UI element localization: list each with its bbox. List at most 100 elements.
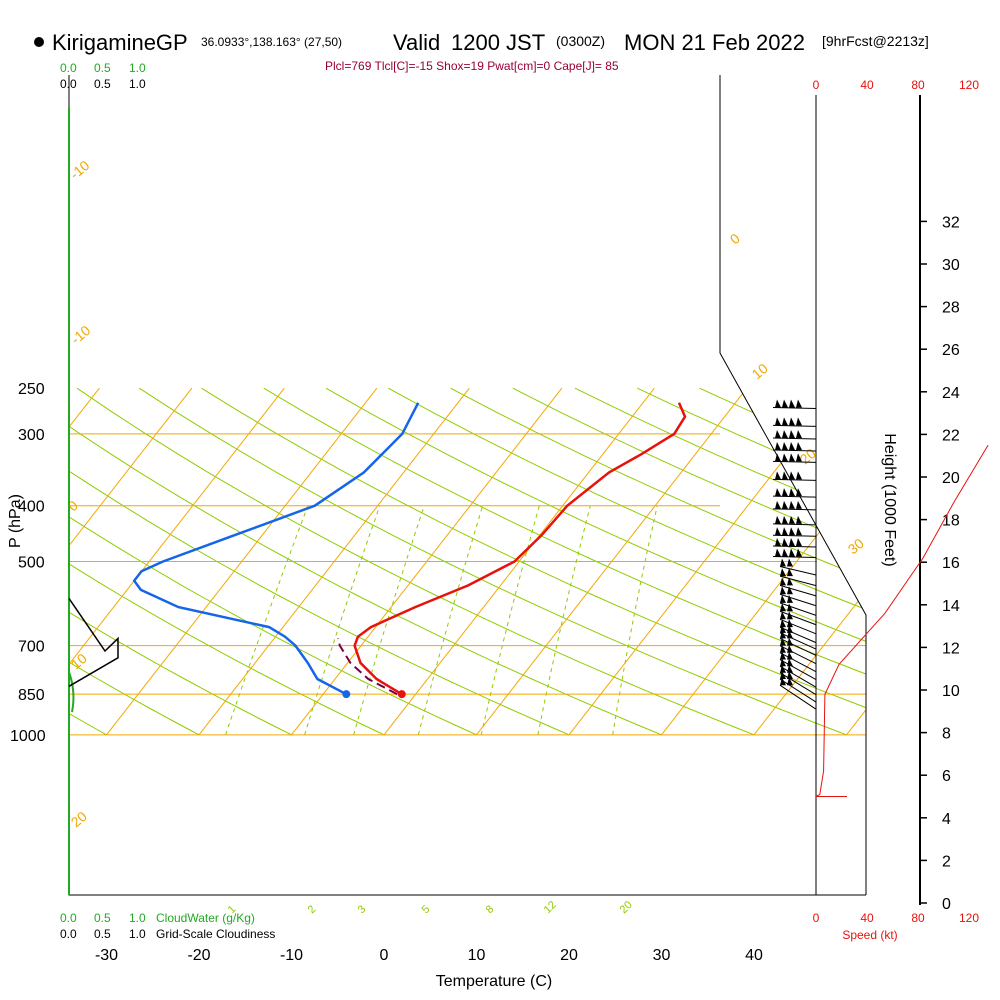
wind-barb-flag <box>775 500 781 509</box>
temperature-tick-label: 40 <box>745 947 763 964</box>
height-tick-label: 2 <box>942 853 951 870</box>
wind-barb-staff <box>772 460 817 463</box>
wind-barb-staff <box>779 652 817 673</box>
wind-barb-staff <box>772 495 817 498</box>
pressure-tick-label: 400 <box>18 499 45 516</box>
speed-tick-top: 80 <box>911 78 925 92</box>
wind-barb-staff <box>779 637 817 656</box>
pressure-axis-label: P (hPa) <box>7 494 24 548</box>
wind-barb-staff <box>779 665 817 688</box>
frame-right <box>719 75 867 895</box>
wind-barb-flag <box>782 538 788 547</box>
wind-barb-staff <box>779 593 817 607</box>
pressure-tick-label: 500 <box>18 555 45 572</box>
wind-barb-staff <box>772 523 817 526</box>
wind-barb-flag <box>780 568 786 577</box>
wind-barb-flag <box>780 624 786 633</box>
height-tick-label: 8 <box>942 726 951 743</box>
wind-barb-flag <box>780 577 786 586</box>
wind-barb-flag <box>780 611 786 620</box>
height-tick-label: 22 <box>942 427 960 444</box>
wind-barb-flag <box>775 471 781 480</box>
wind-barb-flag <box>796 471 802 480</box>
wind-barb-flag <box>775 488 781 497</box>
wind-barb-flag <box>787 577 793 586</box>
wind-barb-flag <box>789 471 795 480</box>
wind-barb-staff <box>772 437 817 440</box>
wind-barb-flag <box>787 658 793 667</box>
cloudwater-tick: 0.5 <box>94 911 111 925</box>
wind-barbs <box>772 399 817 710</box>
wind-barb-flag <box>782 500 788 509</box>
wind-barb-flag <box>796 527 802 536</box>
wind-barb-staff <box>772 545 817 548</box>
wind-barb-flag <box>787 611 793 620</box>
pressure-tick-label: 250 <box>18 381 45 398</box>
surface-temperature-marker <box>397 690 406 699</box>
valid-prefix: Valid <box>393 30 440 55</box>
dry-adiabat-line <box>76 387 755 736</box>
speed-tick-bottom: 40 <box>860 911 874 925</box>
wind-barb-flag <box>796 417 802 426</box>
wind-barb-flag <box>787 630 793 639</box>
height-tick-label: 30 <box>942 257 960 274</box>
wind-barb-flag <box>780 671 786 680</box>
wind-barb-flag <box>782 548 788 557</box>
cloudiness-tick: 0.5 <box>94 927 111 941</box>
wind-barb-flag <box>787 671 793 680</box>
temperature-tick-label: -30 <box>95 947 118 964</box>
speed-axis-label: Speed (kt) <box>842 928 897 942</box>
dry-adiabat-line <box>512 387 866 736</box>
wind-barb-flag <box>780 644 786 653</box>
wind-barb-staff <box>779 632 817 650</box>
wind-barb-flag <box>775 527 781 536</box>
height-tick-label: 6 <box>942 768 951 785</box>
wind-barb-flag <box>796 488 802 497</box>
wind-barb-flag <box>789 500 795 509</box>
wind-barb-flag <box>780 664 786 673</box>
dry-adiabat-line <box>201 387 866 736</box>
fraction-scale-top: 0.0 0.5 1.0 0.0 0.5 1.0 <box>60 61 146 91</box>
cloudiness-tick: 0.5 <box>94 77 111 91</box>
wind-barb-flag <box>789 548 795 557</box>
speed-tick-top: 0 <box>813 78 820 92</box>
cloudiness-tick: 0.0 <box>60 77 77 91</box>
wind-barb-staff <box>779 618 817 635</box>
wind-barb-staff <box>772 555 817 558</box>
dry-adiabat-line <box>69 387 662 736</box>
cloudiness-panel <box>68 108 119 895</box>
cloudwater-tick: 1.0 <box>129 61 146 75</box>
valid-utc: (0300Z) <box>556 33 605 49</box>
stability-indices: Plcl=769 Tlcl[C]=-15 Shox=19 Pwat[cm]=0 … <box>325 59 619 73</box>
speed-tick-bottom: 80 <box>911 911 925 925</box>
wind-barb-flag <box>787 624 793 633</box>
wind-barb-flag <box>780 558 786 567</box>
wind-barb-flag <box>796 515 802 524</box>
wind-barb-flag <box>789 538 795 547</box>
wind-barb-flag <box>775 429 781 438</box>
dry-adiabat-line <box>69 387 200 736</box>
pressure-axis: 250 300 400 500 700 850 1000 P (hPa) <box>7 381 46 745</box>
isobars <box>69 433 866 736</box>
valid-date: MON 21 Feb 2022 <box>624 30 805 55</box>
height-tick-label: 24 <box>942 385 960 402</box>
height-tick-label: 14 <box>942 598 960 615</box>
dewpoint-profile <box>132 402 420 696</box>
parcel-profile <box>337 638 398 696</box>
dry-adiabat-line <box>139 387 847 736</box>
wind-barb-flag <box>782 515 788 524</box>
station-name: KirigamineGP <box>52 30 188 55</box>
wind-barb-flag <box>789 515 795 524</box>
height-tick-label: 32 <box>942 214 960 231</box>
wind-barb-flag <box>780 677 786 686</box>
wind-barb-flag <box>796 399 802 408</box>
wind-barb-flag <box>787 651 793 660</box>
cloudwater-label: CloudWater (g/Kg) <box>156 911 255 925</box>
speed-tick-top: 40 <box>860 78 874 92</box>
dry-adiabat-line <box>69 387 292 736</box>
wind-barb-flag <box>780 637 786 646</box>
height-tick-label: 0 <box>942 896 951 913</box>
cloudwater-bump <box>68 671 75 713</box>
speed-tick-bottom: 0 <box>813 911 820 925</box>
